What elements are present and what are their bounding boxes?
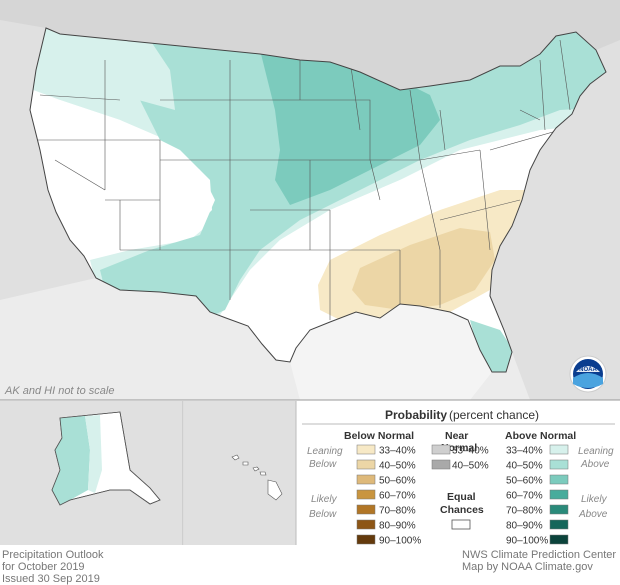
footer-left-2: for October 2019 (2, 561, 85, 573)
above-row-label: 60–70% (506, 491, 543, 502)
below-row-swatch (356, 534, 376, 545)
near-header-1: Near (445, 430, 468, 442)
likely-below-1: Likely (311, 494, 338, 505)
likely-above-2: Above (578, 509, 608, 520)
below-rows: 33–40% 40–50% 50–60% 60–70% 70–80% 80–90% 90–1… (356, 444, 421, 547)
equal-chances-swatch (451, 519, 471, 530)
not-to-scale-note: AK and HI not to scale (4, 385, 114, 397)
alaska-leaning-region (85, 415, 102, 493)
above-rows: 33–40% 40–50% 50–60% 60–70% 70–80% 80–90% 90–1… (506, 444, 569, 547)
leaning-above-1: Leaning (578, 446, 614, 457)
above-row-label: 50–60% (506, 476, 543, 487)
above-header: Above Normal (505, 430, 576, 442)
footer-left-1: Precipitation Outlook (2, 549, 104, 561)
above-row-swatch (549, 519, 569, 530)
above-row-swatch (549, 489, 569, 500)
below-row-label: 80–90% (379, 521, 416, 532)
below-row-swatch (356, 444, 376, 455)
near-row-swatch (431, 444, 451, 455)
below-row-swatch (356, 489, 376, 500)
legend-title: Probability (385, 408, 447, 422)
below-row-label: 60–70% (379, 491, 416, 502)
equal-chances-2: Chances (440, 504, 484, 516)
footer-right-1: NWS Climate Prediction Center (462, 549, 616, 561)
alaska-inset (0, 401, 184, 545)
footer-bg (0, 545, 296, 585)
hawaii-inset-bg (184, 401, 296, 545)
above-row-label: 90–100% (506, 536, 548, 547)
above-50-60-region (260, 50, 440, 205)
above-row-label: 33–40% (506, 446, 543, 457)
florida-above-region (470, 320, 520, 372)
footer-left-3: Issued 30 Sep 2019 (2, 573, 100, 585)
state-boundaries (30, 39, 571, 320)
leaning-above-2: Above (580, 459, 610, 470)
near-row-label: 33–40% (452, 446, 489, 457)
alaska-above-region (52, 416, 90, 505)
pacific-nw-leaning (30, 28, 175, 110)
below-row-swatch (356, 459, 376, 470)
equal-chances-1: Equal (447, 491, 476, 503)
above-row-label: 40–50% (506, 461, 543, 472)
footer-right-2: Map by NOAA Climate.gov (462, 561, 593, 573)
likely-below-2: Below (309, 509, 337, 520)
above-row-swatch (549, 459, 569, 470)
below-row-label: 40–50% (379, 461, 416, 472)
noaa-logo-text: NOAA (579, 367, 597, 373)
legend-title-suffix: (percent chance) (449, 408, 539, 422)
above-row-label: 70–80% (506, 506, 543, 517)
near-rows: 33–40% 40–50% (431, 444, 489, 472)
hawaii-inset (184, 401, 297, 545)
below-row-label: 70–80% (379, 506, 416, 517)
canada-region (0, 0, 620, 90)
above-row-swatch (549, 504, 569, 515)
above-row-label: 80–90% (506, 521, 543, 532)
below-row-label: 90–100% (379, 536, 421, 547)
noaa-logo: NOAA (569, 355, 607, 393)
footer-left: Precipitation Outlook for October 2019 I… (2, 549, 104, 585)
above-row-swatch (549, 534, 569, 545)
below-row-swatch (356, 519, 376, 530)
near-row-label: 40–50% (452, 461, 489, 472)
footer-right: NWS Climate Prediction Center Map by NOA… (462, 549, 616, 573)
near-row-swatch (431, 459, 451, 470)
below-40-50-region (352, 228, 495, 310)
above-row-swatch (549, 474, 569, 485)
legend: Probability (percent chance) Below Norma… (302, 408, 615, 547)
leaning-below-2: Below (309, 459, 337, 470)
below-row-label: 33–40% (379, 446, 416, 457)
gulf-of-mexico (290, 304, 492, 400)
below-row-swatch (356, 504, 376, 515)
above-row-swatch (549, 444, 569, 455)
alaska-outline (51, 411, 161, 506)
leaning-below-1: Leaning (307, 446, 343, 457)
below-row-swatch (356, 474, 376, 485)
below-header: Below Normal (344, 430, 414, 442)
west-equal-chances (30, 85, 212, 250)
likely-above-1: Likely (581, 494, 608, 505)
below-row-label: 50–60% (379, 476, 416, 487)
